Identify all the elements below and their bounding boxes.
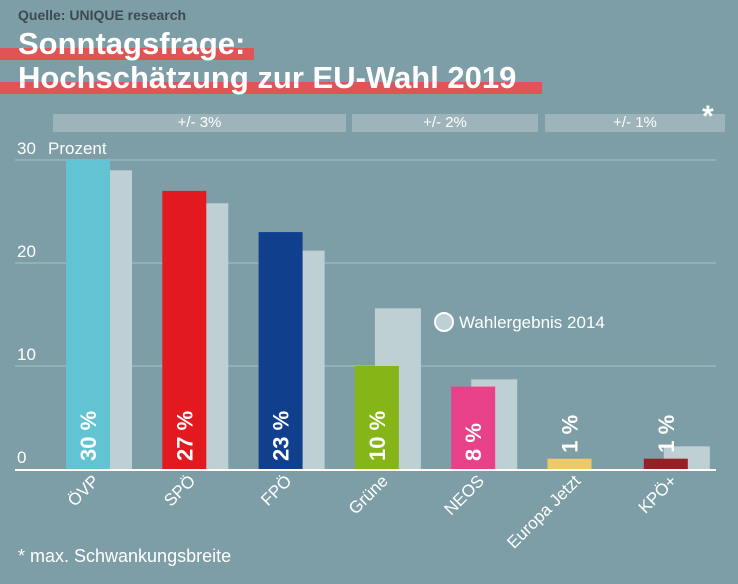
category-label: NEOS xyxy=(441,471,489,519)
y-tick-label: 0 xyxy=(17,448,26,467)
category-label: KPÖ+ xyxy=(635,471,681,517)
data-label: 23 % xyxy=(269,411,294,461)
data-label: 1 % xyxy=(654,415,679,453)
chart-title-line1: Sonntagsfrage: xyxy=(18,26,246,61)
bar-2019 xyxy=(162,190,207,469)
data-label: 27 % xyxy=(172,411,197,461)
bar-2019 xyxy=(547,458,592,469)
y-axis-label: Prozent xyxy=(48,139,107,158)
bar-2019 xyxy=(643,458,688,469)
chart-title-line2: Hochschätzung zur EU-Wahl 2019 xyxy=(18,60,517,95)
legend-label: Wahlergebnis 2014 xyxy=(459,313,605,332)
category-label: ÖVP xyxy=(64,471,103,510)
category-label: SPÖ xyxy=(160,471,199,510)
data-label: 8 % xyxy=(461,423,486,461)
source-label: Quelle: UNIQUE research xyxy=(18,7,187,23)
margin-box-3: +/- 3% xyxy=(53,114,346,132)
bar-2019 xyxy=(354,366,399,469)
asterisk-marker: * xyxy=(702,100,714,133)
footnote: * max. Schwankungsbreite xyxy=(18,546,232,566)
category-label: Europa Jetzt xyxy=(503,471,584,552)
data-label: 10 % xyxy=(365,411,390,461)
category-label: Grüne xyxy=(345,471,392,518)
bar-2019 xyxy=(451,386,496,469)
data-label: 1 % xyxy=(558,415,583,453)
y-tick-label: 10 xyxy=(17,345,36,364)
margin-box-1: +/- 1% xyxy=(545,114,725,132)
bar-2019 xyxy=(258,232,303,469)
bar-2019 xyxy=(66,160,110,469)
title-underline-2 xyxy=(0,82,542,94)
margin-box-2: +/- 2% xyxy=(352,114,538,132)
title-underline-1 xyxy=(0,48,254,60)
y-tick-label: 30 xyxy=(17,139,36,158)
y-tick-label: 20 xyxy=(17,242,36,261)
data-label: 30 % xyxy=(76,411,101,461)
legend-marker-icon xyxy=(434,312,454,332)
category-label: FPÖ xyxy=(257,471,295,509)
